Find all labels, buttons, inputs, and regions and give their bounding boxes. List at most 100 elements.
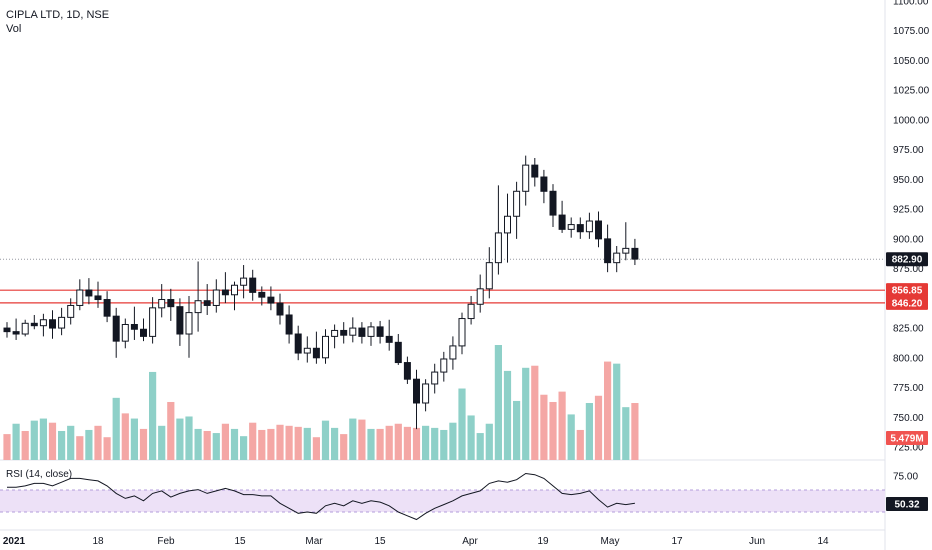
volume-bar (21, 430, 29, 460)
volume-bar (3, 434, 11, 460)
volume-bar (349, 418, 357, 460)
rsi-pane (0, 472, 885, 521)
volume-bar (158, 425, 166, 460)
volume-bar (476, 433, 484, 460)
volume-bar (58, 430, 66, 460)
volume-bar (558, 391, 566, 460)
volume-bar (331, 427, 339, 460)
rsi-tag: 50.32 (894, 500, 919, 511)
volume-bar (67, 425, 75, 460)
candle-body (558, 214, 566, 230)
volume-bar (522, 367, 530, 460)
volume-bar (494, 345, 502, 460)
candle-body (622, 247, 630, 254)
candle-body (276, 302, 284, 316)
candle-body (458, 318, 466, 347)
volume-bar (385, 425, 393, 460)
volume-bar (303, 427, 311, 460)
price-tick-label: 725.00 (893, 443, 924, 454)
candle-body (49, 319, 56, 329)
volume-bar (121, 413, 129, 460)
level-tag-bg (886, 295, 928, 310)
volume-bars (3, 345, 639, 460)
candle-body (294, 333, 302, 354)
date-tick-label: 2021 (3, 536, 26, 547)
volume-bar (312, 437, 320, 460)
candle-body (312, 347, 320, 359)
candle-body (94, 295, 102, 301)
candle-body (258, 291, 266, 298)
volume-bar (467, 415, 475, 460)
volume-bar (149, 371, 157, 460)
volume-bar (240, 436, 248, 460)
candle-body (394, 341, 402, 364)
candle-body (585, 220, 593, 233)
support-levels (0, 258, 885, 304)
axes: 1100.00 1075.00 1050.00 1025.00 1000.00 975.0… (3, 0, 930, 547)
candle-body (385, 335, 393, 343)
candle-body (604, 238, 612, 264)
price-tick-label: 1025.00 (893, 86, 930, 97)
volume-bar (112, 397, 120, 460)
candle-body (476, 288, 484, 305)
volume-bar (394, 423, 402, 460)
candle-body (130, 323, 138, 330)
price-tick-label: 950.00 (893, 175, 924, 186)
candle-body (322, 335, 329, 359)
candle-body (185, 312, 193, 335)
price-tick-label: 800.00 (893, 353, 924, 364)
candle-body (485, 262, 493, 290)
volume-bar (103, 437, 111, 460)
candle-body (67, 304, 75, 318)
last-price-tag-bg (886, 252, 928, 267)
candle-body (103, 299, 111, 317)
candle-body (449, 345, 457, 360)
volume-bar (76, 436, 84, 460)
candle-body (576, 224, 584, 233)
candle-body (285, 314, 293, 335)
volume-bar (531, 365, 539, 460)
volume-label: Vol (6, 23, 22, 35)
volume-bar (185, 416, 193, 460)
candle-body (167, 299, 175, 308)
volume-bar (221, 423, 229, 460)
volume-bar (458, 388, 466, 460)
candle-body (376, 326, 384, 337)
volume-bar (258, 429, 266, 460)
candle-body (121, 323, 129, 342)
level-tag-bg (886, 283, 928, 298)
candle-body (422, 383, 430, 404)
date-tick-label: Mar (305, 536, 323, 547)
candle-body (112, 315, 120, 342)
candle-body (513, 190, 521, 217)
candle-body (221, 289, 229, 296)
candle-body (367, 326, 375, 337)
candle-body (76, 289, 84, 306)
candle-body (158, 299, 166, 309)
volume-bar (249, 422, 257, 460)
volume-bar (267, 428, 275, 460)
candle-body (267, 296, 275, 304)
rsi-tag-bg (886, 497, 928, 511)
candle-body (494, 232, 502, 264)
volume-tag-bg (886, 431, 928, 445)
candle-body (149, 307, 157, 337)
volume-bar (613, 363, 621, 460)
volume-bar (431, 427, 439, 460)
volume-bar (367, 428, 375, 460)
volume-bar (376, 428, 384, 460)
price-tick-label: 975.00 (893, 145, 924, 156)
rsi-band (0, 490, 885, 512)
candle-body (349, 327, 357, 336)
candle-body (403, 362, 411, 380)
candle-body (531, 164, 539, 178)
price-tick-label: 750.00 (893, 413, 924, 424)
date-tick-label: 17 (671, 536, 683, 547)
candle-body (413, 378, 420, 404)
volume-bar (130, 418, 138, 460)
volume-bar (422, 425, 430, 460)
candle-body (212, 289, 220, 306)
volume-bar (540, 394, 548, 460)
date-tick-label: 15 (374, 536, 386, 547)
